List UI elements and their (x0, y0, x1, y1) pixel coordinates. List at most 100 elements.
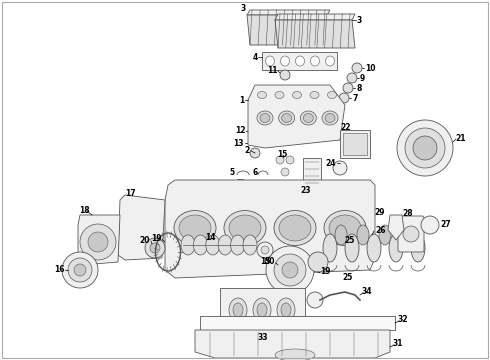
Text: 30: 30 (265, 257, 275, 266)
Circle shape (250, 148, 260, 158)
Ellipse shape (389, 234, 403, 262)
Ellipse shape (206, 235, 220, 255)
Ellipse shape (329, 215, 361, 241)
Circle shape (68, 258, 92, 282)
Ellipse shape (327, 91, 337, 99)
Text: 11: 11 (268, 66, 278, 75)
Text: 1: 1 (239, 95, 244, 104)
Ellipse shape (266, 56, 274, 66)
Circle shape (266, 246, 314, 294)
Ellipse shape (229, 298, 247, 322)
Text: 23: 23 (301, 185, 311, 194)
Circle shape (397, 120, 453, 176)
FancyBboxPatch shape (398, 216, 424, 252)
Circle shape (62, 252, 98, 288)
Text: 13: 13 (234, 139, 244, 148)
Ellipse shape (281, 303, 291, 317)
Ellipse shape (379, 225, 391, 245)
Ellipse shape (218, 235, 232, 255)
Circle shape (257, 242, 273, 258)
Text: 15: 15 (277, 149, 287, 158)
Ellipse shape (280, 56, 290, 66)
Text: 16: 16 (54, 266, 65, 274)
Ellipse shape (277, 298, 295, 322)
Polygon shape (195, 330, 390, 358)
Text: 31: 31 (393, 339, 403, 348)
Text: 14: 14 (205, 233, 215, 242)
Ellipse shape (345, 234, 359, 262)
Text: 25: 25 (345, 235, 355, 244)
Bar (343, 133, 367, 155)
Ellipse shape (335, 225, 347, 245)
Circle shape (352, 63, 362, 73)
Polygon shape (247, 15, 330, 45)
Ellipse shape (411, 234, 425, 262)
Circle shape (276, 156, 284, 164)
Text: 34: 34 (362, 288, 372, 297)
Text: 3: 3 (241, 4, 246, 13)
Ellipse shape (275, 91, 284, 99)
Ellipse shape (233, 303, 243, 317)
Ellipse shape (179, 215, 211, 241)
Ellipse shape (229, 215, 261, 241)
Text: 22: 22 (341, 122, 351, 131)
Text: 12: 12 (236, 126, 246, 135)
Ellipse shape (194, 235, 207, 255)
Circle shape (308, 252, 328, 272)
Text: 32: 32 (398, 315, 409, 324)
Ellipse shape (310, 91, 319, 99)
Text: 19: 19 (320, 267, 330, 276)
Ellipse shape (181, 235, 195, 255)
Circle shape (413, 136, 437, 160)
Ellipse shape (322, 111, 338, 125)
Text: 24: 24 (325, 158, 336, 167)
Ellipse shape (357, 225, 369, 245)
Text: 2: 2 (245, 145, 250, 154)
Text: 15: 15 (260, 257, 270, 266)
Text: 21: 21 (455, 134, 466, 143)
Circle shape (343, 83, 353, 93)
Circle shape (286, 156, 294, 164)
Bar (340, 130, 370, 158)
Circle shape (80, 224, 116, 260)
Ellipse shape (295, 56, 304, 66)
Ellipse shape (274, 211, 316, 246)
Circle shape (74, 264, 86, 276)
Text: 17: 17 (124, 189, 135, 198)
Ellipse shape (282, 113, 292, 122)
Circle shape (274, 254, 306, 286)
Text: 33: 33 (258, 333, 268, 342)
Text: 18: 18 (79, 206, 89, 215)
Text: 26: 26 (375, 225, 386, 234)
Ellipse shape (275, 349, 315, 360)
Bar (262, 52, 337, 70)
Text: 5: 5 (230, 167, 235, 176)
Ellipse shape (174, 211, 216, 246)
Text: 25: 25 (343, 274, 353, 283)
Polygon shape (275, 14, 355, 20)
Ellipse shape (279, 215, 311, 241)
Ellipse shape (224, 211, 266, 246)
Circle shape (88, 232, 108, 252)
Ellipse shape (323, 234, 337, 262)
Circle shape (281, 168, 289, 176)
Circle shape (307, 292, 323, 308)
Polygon shape (248, 85, 345, 148)
Polygon shape (247, 10, 330, 15)
Polygon shape (118, 195, 165, 260)
Ellipse shape (324, 211, 366, 246)
Circle shape (347, 73, 357, 83)
Text: 29: 29 (374, 207, 385, 216)
Ellipse shape (293, 91, 301, 99)
Polygon shape (165, 180, 375, 278)
Circle shape (280, 70, 290, 80)
Ellipse shape (231, 235, 245, 255)
Circle shape (339, 93, 349, 103)
Ellipse shape (401, 225, 413, 245)
Circle shape (403, 226, 419, 242)
Ellipse shape (253, 298, 271, 322)
Ellipse shape (279, 111, 294, 125)
Polygon shape (78, 215, 120, 265)
Ellipse shape (260, 113, 270, 122)
Text: 10: 10 (365, 63, 375, 72)
